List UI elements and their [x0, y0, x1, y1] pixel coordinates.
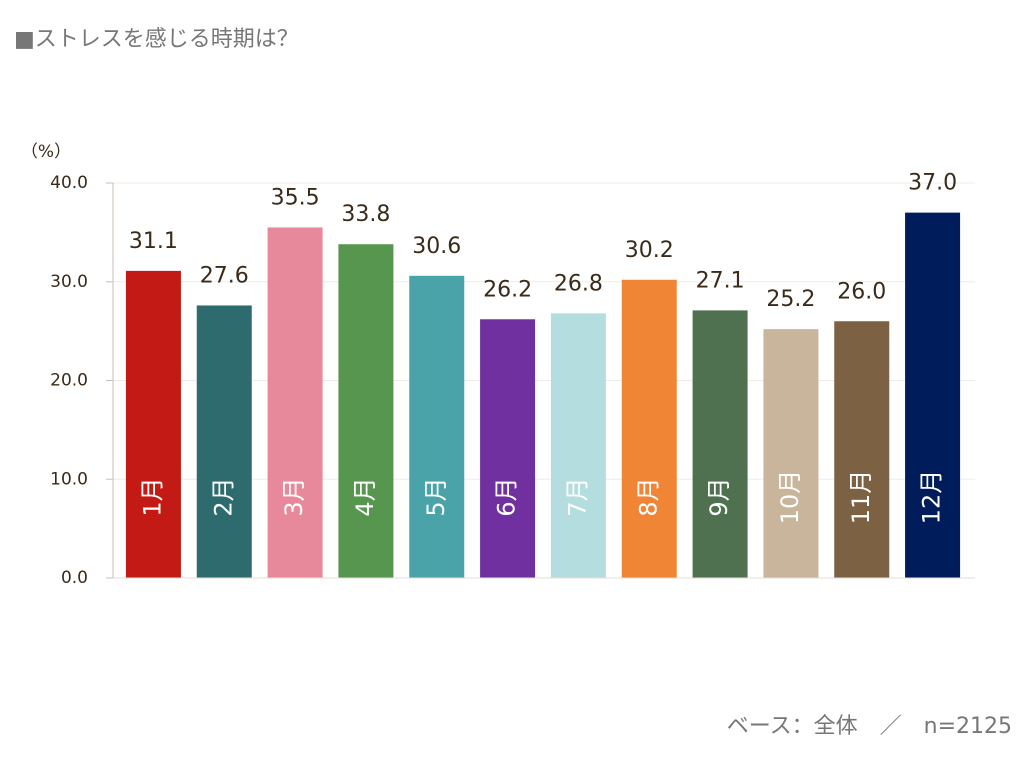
- bar: [196, 305, 252, 578]
- value-label: 26.8: [554, 271, 603, 296]
- chart-title: ■ストレスを感じる時期は？: [14, 27, 299, 52]
- x-tick-label: 3月: [280, 477, 308, 516]
- footnote: ベース：全体 ／ n=2125: [727, 714, 1012, 739]
- x-tick-label: 2月: [209, 477, 237, 516]
- y-tick-label: 10.0: [50, 469, 88, 489]
- y-tick-label: 20.0: [50, 371, 88, 391]
- y-unit: （%）: [21, 142, 71, 162]
- x-tick-label: 5月: [422, 477, 450, 516]
- bar: [834, 321, 890, 578]
- bar: [267, 227, 323, 578]
- value-label: 35.5: [271, 185, 320, 210]
- value-label: 26.2: [483, 277, 532, 302]
- bar: [905, 212, 961, 578]
- value-label: 25.2: [766, 287, 815, 312]
- value-label: 26.0: [837, 279, 886, 304]
- bar: [338, 244, 394, 578]
- value-label: 37.0: [908, 171, 957, 196]
- value-label: 30.2: [625, 238, 674, 263]
- bar: [409, 275, 465, 578]
- y-tick-label: 40.0: [50, 173, 88, 193]
- x-tick-label: 6月: [493, 477, 521, 516]
- bar: [763, 329, 819, 578]
- x-tick-label: 10月: [776, 470, 804, 525]
- bar: [550, 313, 606, 578]
- y-tick-label: 30.0: [50, 272, 88, 292]
- bar: [692, 310, 748, 578]
- x-tick-label: 4月: [351, 477, 379, 516]
- bar: [480, 319, 536, 578]
- value-label: 33.8: [341, 202, 390, 227]
- bar: [621, 279, 677, 578]
- x-tick-label: 11月: [847, 470, 875, 525]
- x-tick-label: 7月: [563, 477, 591, 516]
- value-label: 27.6: [200, 263, 249, 288]
- bar: [125, 270, 181, 578]
- x-tick-label: 8月: [634, 477, 662, 516]
- value-label: 30.6: [412, 234, 461, 259]
- x-tick-label: 12月: [918, 470, 946, 525]
- x-tick-label: 1月: [138, 477, 166, 516]
- y-tick-label: 0.0: [61, 568, 88, 588]
- x-tick-label: 9月: [705, 477, 733, 516]
- value-label: 31.1: [129, 229, 178, 254]
- value-label: 27.1: [696, 268, 745, 293]
